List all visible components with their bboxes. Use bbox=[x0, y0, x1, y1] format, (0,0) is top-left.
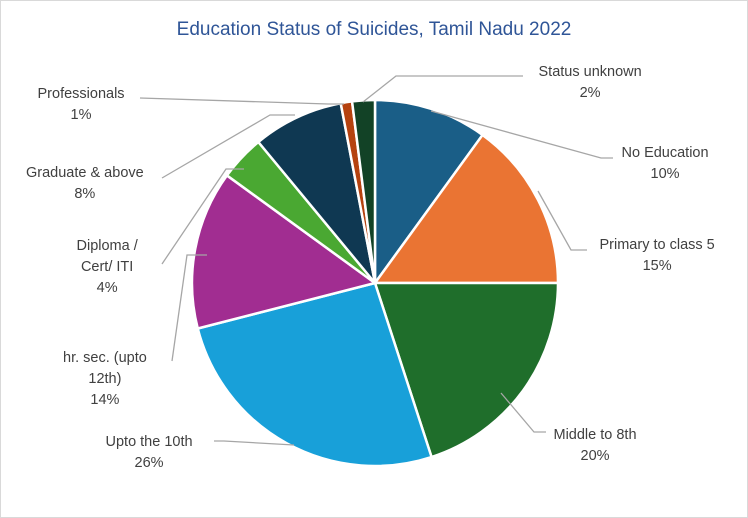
leader-line bbox=[214, 440, 295, 446]
data-label-category: Graduate & above bbox=[26, 165, 144, 181]
leader-line bbox=[362, 75, 523, 103]
data-label-category: Cert/ ITI bbox=[80, 259, 134, 275]
pie-slice bbox=[373, 133, 560, 285]
pie-slice bbox=[373, 281, 560, 459]
data-label-value: 20% bbox=[580, 448, 610, 464]
leader-line bbox=[161, 168, 244, 265]
data-label-category: Middle to 8th bbox=[553, 427, 637, 443]
leader-line bbox=[500, 392, 546, 433]
pie-slice bbox=[373, 98, 484, 285]
data-label: Professionals 1% bbox=[38, 84, 125, 126]
data-label: Diploma / Cert/ ITI 4% bbox=[77, 236, 138, 299]
data-label-value: 15% bbox=[642, 258, 672, 274]
data-label-category: Status unknown bbox=[538, 64, 642, 80]
data-label-category: No Education bbox=[621, 145, 709, 161]
pie-slice bbox=[190, 174, 377, 330]
data-label-value: 2% bbox=[579, 85, 601, 101]
data-label-value: 1% bbox=[70, 107, 92, 123]
data-label: No Education 10% bbox=[622, 143, 709, 185]
leader-line bbox=[161, 114, 295, 179]
data-label-value: 4% bbox=[96, 280, 118, 296]
leader-line bbox=[171, 254, 207, 362]
data-label-value: 10% bbox=[650, 166, 680, 182]
data-label: Graduate & above 8% bbox=[26, 163, 144, 205]
data-label: Status unknown 2% bbox=[539, 62, 642, 104]
data-label-value: 26% bbox=[134, 455, 164, 471]
leader-line bbox=[537, 190, 587, 251]
data-label: Upto the 10th 26% bbox=[106, 432, 193, 474]
data-label: Middle to 8th 20% bbox=[554, 425, 637, 467]
data-label-value: 8% bbox=[74, 186, 96, 202]
data-label-category: Upto the 10th bbox=[105, 434, 193, 450]
chart-title: Education Status of Suicides, Tamil Nadu… bbox=[176, 19, 572, 40]
pie-slice bbox=[350, 98, 377, 285]
pie-slice bbox=[196, 281, 433, 468]
leader-line bbox=[430, 110, 613, 159]
data-label-category: Primary to class 5 bbox=[599, 237, 715, 253]
data-label-value: 14% bbox=[90, 392, 120, 408]
data-label-category: Professionals bbox=[37, 86, 125, 102]
data-label: Primary to class 5 15% bbox=[600, 235, 715, 277]
data-label: hr. sec. (upto 12th) 14% bbox=[63, 348, 147, 411]
data-label-category: hr. sec. (upto bbox=[63, 350, 147, 366]
leader-line bbox=[139, 97, 344, 105]
data-label-category: Diploma / bbox=[76, 238, 138, 254]
data-label-category: 12th) bbox=[88, 371, 122, 387]
